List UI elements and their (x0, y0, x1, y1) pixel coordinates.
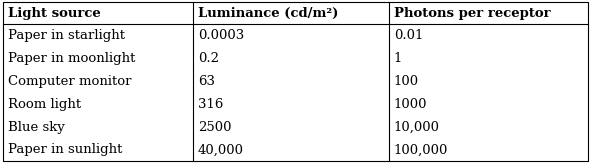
Text: 10,000: 10,000 (394, 121, 440, 134)
Text: 0.2: 0.2 (198, 52, 219, 65)
Text: 100,000: 100,000 (394, 143, 448, 156)
Text: 316: 316 (198, 98, 223, 111)
Text: Paper in moonlight: Paper in moonlight (8, 52, 135, 65)
Text: 63: 63 (198, 75, 215, 88)
Text: 40,000: 40,000 (198, 143, 244, 156)
Text: 0.0003: 0.0003 (198, 29, 244, 42)
Text: Paper in sunlight: Paper in sunlight (8, 143, 122, 156)
Text: Paper in starlight: Paper in starlight (8, 29, 125, 42)
Text: 2500: 2500 (198, 121, 231, 134)
Text: Room light: Room light (8, 98, 81, 111)
Text: Photons per receptor: Photons per receptor (394, 7, 550, 20)
Text: Computer monitor: Computer monitor (8, 75, 131, 88)
Text: Blue sky: Blue sky (8, 121, 64, 134)
Text: Light source: Light source (8, 7, 100, 20)
Text: 1000: 1000 (394, 98, 427, 111)
Text: 100: 100 (394, 75, 419, 88)
Text: 0.01: 0.01 (394, 29, 423, 42)
Text: 1: 1 (394, 52, 402, 65)
Text: Luminance (cd/m²): Luminance (cd/m²) (198, 7, 338, 20)
